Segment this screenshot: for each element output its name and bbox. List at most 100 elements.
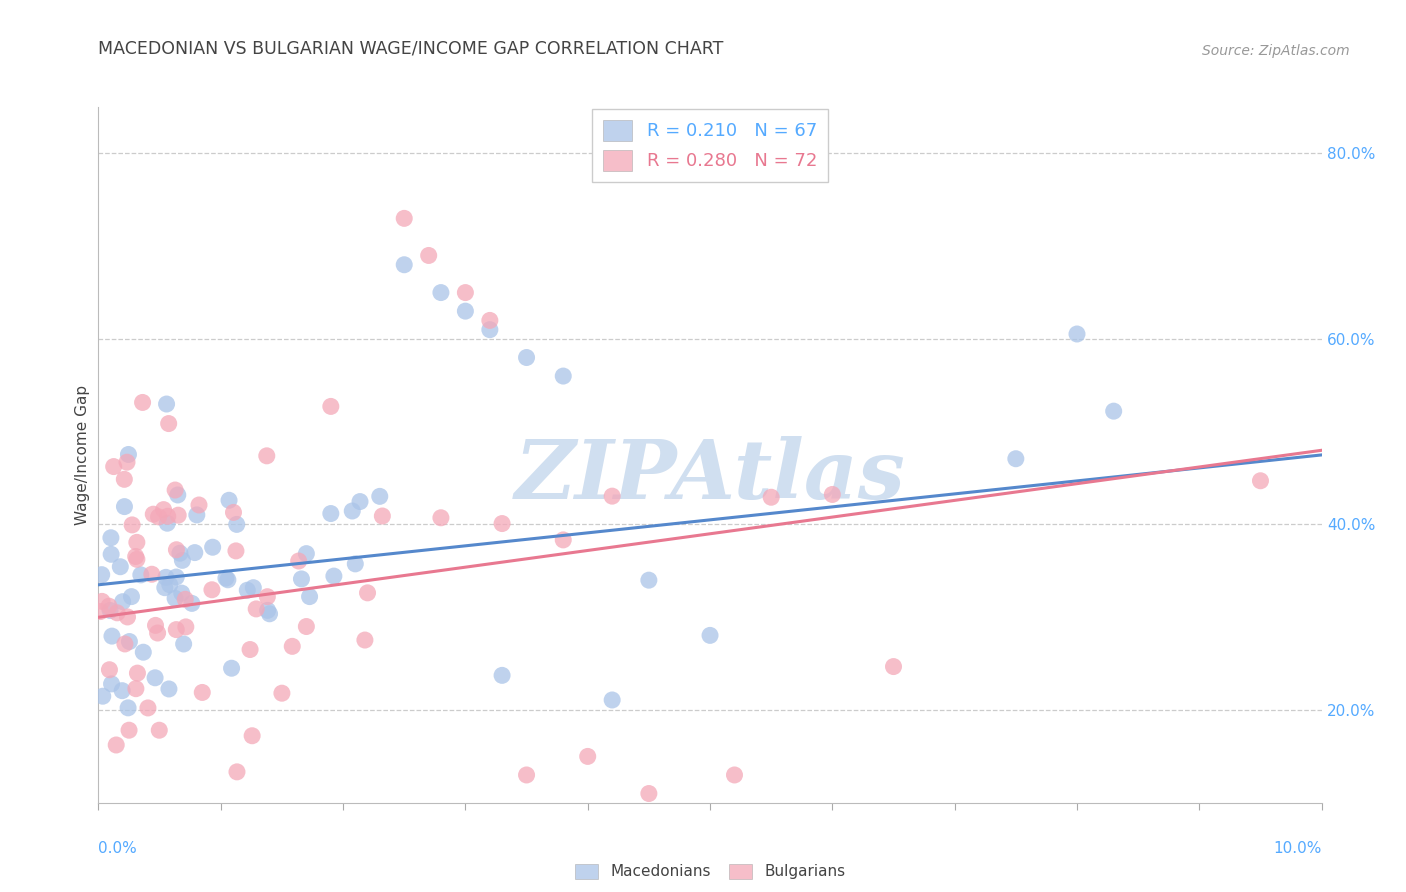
Point: [242, 581, 264, 595]
Point: [105, 606, 128, 620]
Point: [883, 659, 905, 673]
Point: [222, 505, 245, 519]
Point: [576, 749, 599, 764]
Point: [159, 578, 181, 592]
Point: [553, 369, 575, 384]
Point: [1004, 451, 1026, 466]
Point: [156, 509, 179, 524]
Point: [392, 258, 416, 272]
Point: [100, 547, 122, 561]
Point: [112, 472, 135, 486]
Point: [201, 582, 224, 597]
Point: [226, 764, 249, 779]
Point: [478, 323, 501, 337]
Text: 10.0%: 10.0%: [1274, 841, 1322, 856]
Point: [129, 567, 152, 582]
Point: [165, 483, 187, 497]
Point: [121, 814, 143, 829]
Point: [165, 591, 187, 606]
Point: [259, 607, 281, 621]
Point: [600, 489, 623, 503]
Point: [221, 661, 243, 675]
Point: [146, 626, 169, 640]
Point: [157, 417, 180, 431]
Point: [344, 557, 367, 571]
Point: [115, 455, 138, 469]
Point: [239, 642, 262, 657]
Point: [240, 729, 263, 743]
Point: [117, 448, 139, 462]
Point: [125, 552, 148, 566]
Point: [638, 573, 661, 587]
Point: [103, 459, 125, 474]
Point: [287, 554, 309, 568]
Point: [478, 313, 501, 327]
Text: 0.0%: 0.0%: [98, 841, 138, 856]
Point: [172, 553, 194, 567]
Point: [148, 509, 170, 524]
Point: [132, 645, 155, 659]
Point: [165, 623, 187, 637]
Text: Source: ZipAtlas.com: Source: ZipAtlas.com: [1202, 44, 1350, 58]
Point: [245, 602, 267, 616]
Point: [188, 498, 211, 512]
Point: [454, 304, 477, 318]
Point: [553, 533, 575, 547]
Point: [491, 516, 513, 531]
Point: [319, 400, 342, 414]
Point: [98, 599, 121, 614]
Point: [101, 629, 124, 643]
Point: [91, 689, 114, 703]
Point: [152, 502, 174, 516]
Point: [157, 681, 180, 696]
Y-axis label: Wage/Income Gap: Wage/Income Gap: [75, 384, 90, 525]
Point: [107, 814, 129, 829]
Point: [89, 605, 111, 619]
Point: [114, 814, 136, 829]
Point: [105, 738, 128, 752]
Text: MACEDONIAN VS BULGARIAN WAGE/INCOME GAP CORRELATION CHART: MACEDONIAN VS BULGARIAN WAGE/INCOME GAP …: [98, 40, 724, 58]
Point: [145, 618, 167, 632]
Point: [256, 603, 278, 617]
Point: [125, 549, 148, 564]
Point: [100, 531, 122, 545]
Point: [256, 449, 278, 463]
Point: [821, 487, 844, 501]
Point: [165, 542, 187, 557]
Point: [100, 677, 122, 691]
Point: [215, 571, 238, 585]
Point: [516, 351, 538, 365]
Point: [699, 628, 721, 642]
Point: [169, 546, 191, 560]
Point: [156, 516, 179, 531]
Point: [270, 686, 294, 700]
Point: [98, 663, 121, 677]
Point: [98, 603, 121, 617]
Point: [342, 504, 364, 518]
Point: [430, 285, 453, 300]
Point: [225, 544, 247, 558]
Point: [236, 583, 259, 598]
Point: [201, 540, 224, 554]
Legend: Macedonians, Bulgarians: Macedonians, Bulgarians: [569, 857, 851, 886]
Point: [516, 768, 538, 782]
Point: [392, 211, 416, 226]
Point: [281, 640, 304, 654]
Point: [141, 567, 163, 582]
Point: [186, 508, 208, 522]
Point: [91, 594, 114, 608]
Point: [349, 494, 371, 508]
Point: [148, 723, 170, 738]
Point: [1250, 474, 1272, 488]
Point: [295, 619, 318, 633]
Point: [143, 671, 166, 685]
Point: [121, 590, 143, 604]
Point: [217, 573, 239, 587]
Point: [184, 545, 207, 559]
Point: [354, 633, 377, 648]
Point: [218, 493, 240, 508]
Point: [114, 500, 136, 514]
Point: [290, 572, 312, 586]
Point: [142, 507, 165, 521]
Point: [298, 590, 321, 604]
